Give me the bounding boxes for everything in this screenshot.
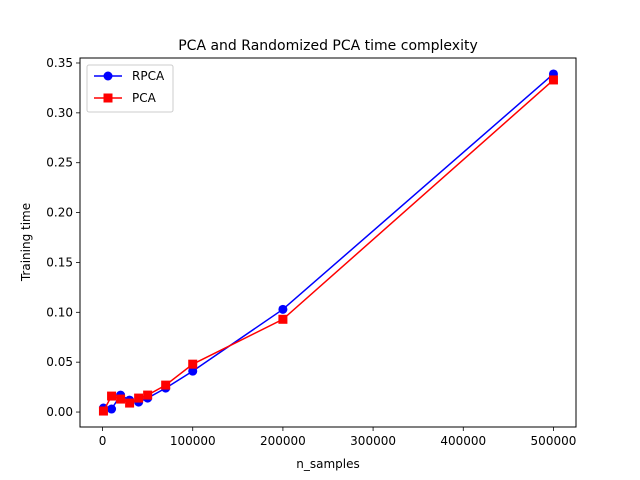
legend-label-pca: PCA [132,91,157,105]
plot-frame [79,57,577,428]
legend-marker-pca [103,93,113,103]
y-tick-label: 0.30 [46,106,73,120]
y-tick-label: 0.05 [46,355,73,369]
data-point-rpca [278,304,288,314]
x-axis-label: n_samples [296,457,360,471]
data-point-pca [98,406,108,416]
data-point-pca [161,380,171,390]
ticks-layer: 0 100000 200000 300000 400000 500000 0.00 0.05 0… [46,56,576,448]
data-point-pca [125,398,135,408]
y-tick-label: 0.10 [46,305,73,319]
y-tick-label: 0.00 [46,405,73,419]
x-tick-label: 300000 [350,434,396,448]
data-point-rpca [107,404,117,414]
data-point-pca [278,314,288,324]
data-point-pca [134,393,144,403]
series-line-pca [102,79,554,412]
series-layer [98,69,558,416]
y-tick-label: 0.35 [46,56,73,70]
y-tick-label: 0.20 [46,206,73,220]
data-point-pca [107,391,117,401]
x-tick-label: 200000 [260,434,306,448]
data-point-pca [188,359,198,369]
legend-label-rpca: RPCA [132,69,165,83]
y-tick-label: 0.15 [46,255,73,269]
x-tick-label: 400000 [440,434,486,448]
data-point-pca [116,394,126,404]
data-point-rpca [188,366,198,376]
y-tick-label: 0.25 [46,156,73,170]
x-tick-label: 0 [99,434,107,448]
x-tick-label: 500000 [531,434,577,448]
data-point-pca [548,75,558,85]
series-line-rpca [103,73,554,410]
chart-title: PCA and Randomized PCA time complexity [178,38,478,54]
legend: RPCA PCA [86,64,174,113]
data-point-pca [143,390,153,400]
legend-marker-rpca [103,71,113,81]
y-axis-label: Training time [19,203,33,282]
x-tick-label: 100000 [170,434,216,448]
